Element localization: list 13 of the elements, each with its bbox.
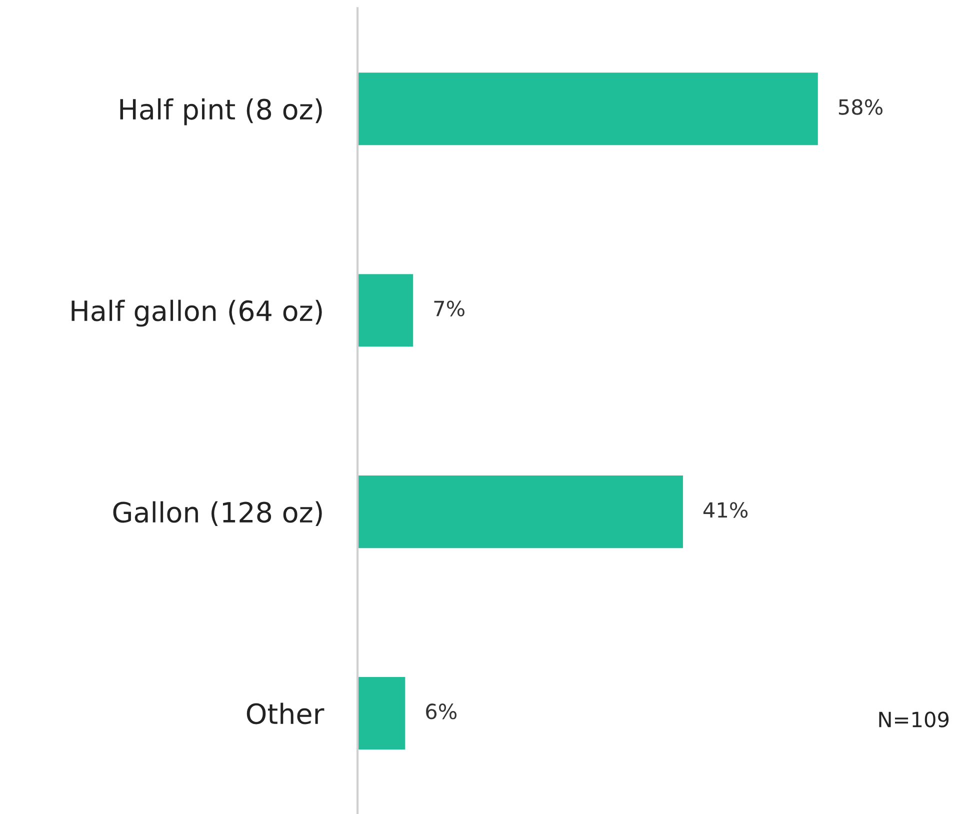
data-label: 41% — [703, 502, 748, 518]
bar — [358, 677, 406, 750]
bar — [358, 72, 818, 146]
y-tick-label: Gallon (128 oz) — [113, 501, 322, 526]
bar — [358, 476, 683, 548]
data-label: 6% — [426, 704, 457, 720]
bar — [358, 274, 414, 347]
y-tick-label: Other — [246, 702, 324, 724]
y-tick-label: Half gallon (64 oz) — [72, 300, 322, 327]
data-label: 7% — [434, 300, 464, 316]
y-tick-label: Half pint (8 oz) — [120, 98, 322, 126]
text: N=109 — [879, 712, 949, 728]
data-label: 58% — [838, 99, 882, 115]
